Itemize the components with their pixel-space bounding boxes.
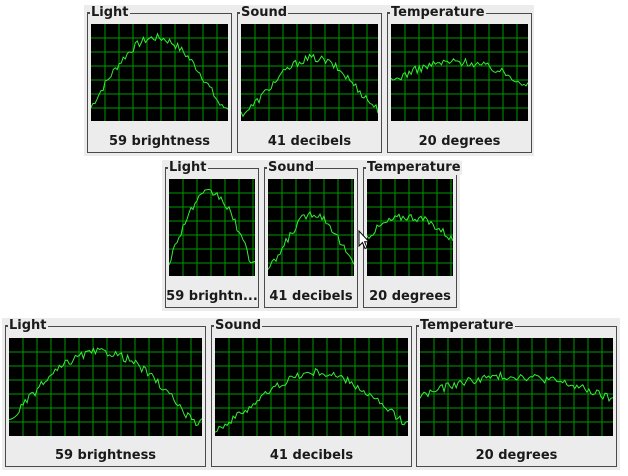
waveform-line	[9, 347, 202, 427]
panel-title: Sound	[236, 5, 289, 20]
panel-title: Light	[87, 5, 130, 20]
waveform-line	[268, 210, 354, 270]
light-graph	[91, 24, 228, 121]
panel-value: 59 brightn...	[166, 289, 258, 304]
panel-value: 20 degrees	[418, 134, 501, 149]
sound-panel: Sound 41 decibels	[263, 160, 358, 308]
graph-canvas	[367, 179, 453, 276]
sound-graph	[215, 338, 408, 436]
graph-canvas	[169, 179, 255, 276]
sound-panel: Sound 41 decibels	[210, 318, 412, 467]
graph-canvas	[91, 24, 228, 121]
sound-panel: Sound 41 decibels	[236, 5, 382, 153]
panel-title: Sound	[210, 318, 263, 333]
panel-value: 41 decibels	[269, 448, 354, 463]
light-graph	[9, 338, 202, 436]
sound-graph	[241, 24, 378, 121]
light-graph	[169, 179, 255, 276]
mouse-pointer-icon	[358, 230, 370, 250]
temperature-panel: Temperature 20 degrees	[363, 161, 462, 308]
waveform-line	[241, 53, 378, 118]
light-panel: Light 59 brightness	[5, 319, 206, 467]
graph-canvas	[9, 338, 202, 436]
panel-title: Sound	[263, 160, 316, 175]
graph-canvas	[391, 24, 528, 121]
row-1: Light 59 brightness Sound 41 decibels Te…	[84, 5, 534, 156]
panel-title: Temperature	[387, 5, 486, 20]
sound-graph	[268, 179, 354, 276]
temperature-graph	[420, 338, 613, 436]
temperature-graph	[367, 179, 453, 276]
waveform-line	[420, 370, 613, 403]
panel-title: Temperature	[363, 160, 462, 175]
waveform-line	[215, 367, 408, 433]
graph-canvas	[215, 338, 408, 436]
panel-title: Light	[165, 160, 208, 175]
temperature-panel: Temperature 20 degrees	[416, 319, 617, 467]
light-panel: Light 59 brightness	[87, 6, 232, 153]
graph-canvas	[268, 179, 354, 276]
panel-value: 59 brightness	[54, 448, 157, 463]
panel-value: 41 decibels	[269, 289, 353, 304]
light-panel: Light 59 brightn...	[165, 161, 259, 308]
row-3: Light 59 brightness Sound 41 decibels Te…	[2, 318, 620, 470]
waveform-line	[169, 188, 255, 266]
temperature-panel: Temperature 20 degrees	[387, 6, 532, 153]
temperature-graph	[391, 24, 528, 121]
waveform-line	[391, 57, 528, 87]
panel-value: 20 degrees	[475, 448, 558, 463]
graph-canvas	[241, 24, 378, 121]
waveform-line	[91, 32, 228, 110]
panel-value: 20 degrees	[369, 289, 451, 304]
panel-value: 59 brightness	[108, 134, 211, 149]
graph-canvas	[420, 338, 613, 436]
waveform-line	[367, 213, 453, 242]
row-2: Light 59 brightn... Sound 41 decibels Te…	[162, 160, 462, 311]
panel-title: Light	[5, 318, 48, 333]
panel-value: 41 decibels	[267, 134, 352, 149]
panel-title: Temperature	[416, 318, 515, 333]
